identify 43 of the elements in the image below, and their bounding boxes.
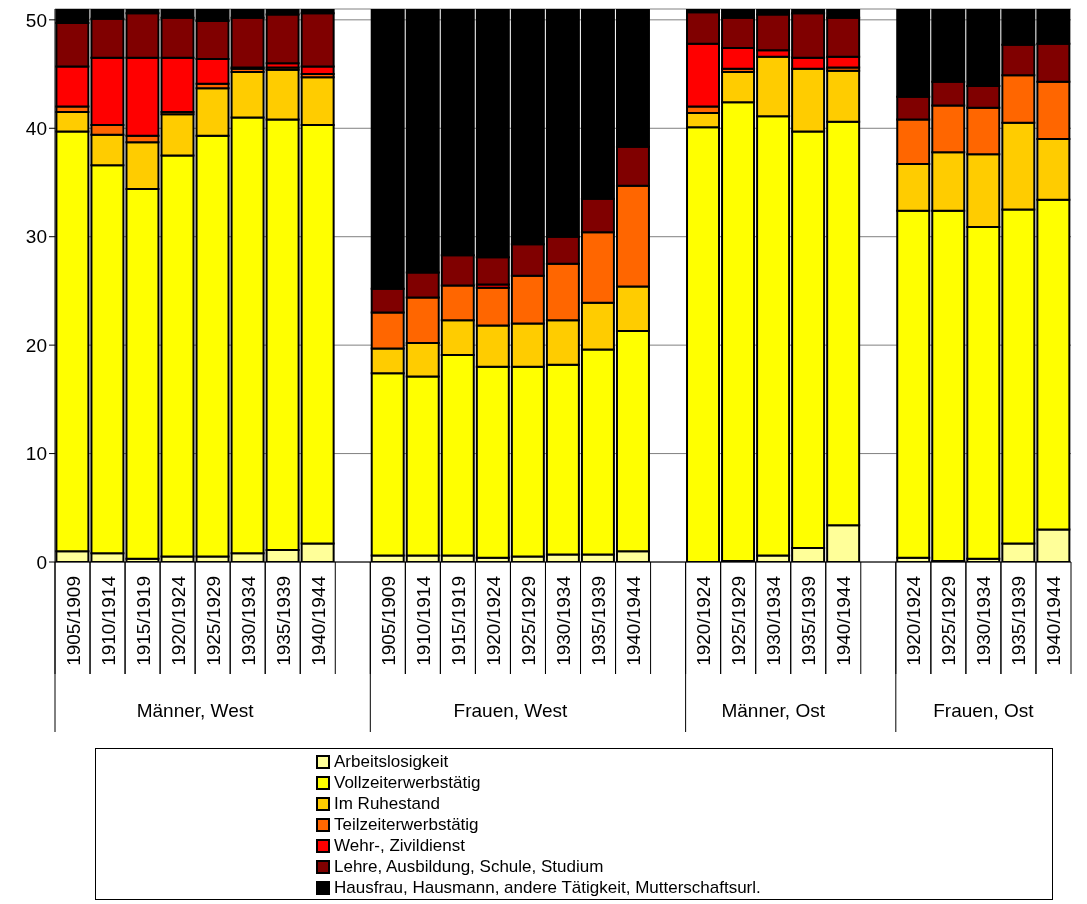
text: Männer, Ost (721, 700, 826, 721)
x-tick-label: 1935/1939 (1008, 576, 1030, 666)
x-tick-label: 1940/1944 (623, 575, 645, 666)
x-tick-label: 1910/1914 (97, 575, 119, 666)
text: Frauen, Ost (933, 700, 1035, 721)
y-tick-label: 0 (36, 551, 47, 573)
legend-label: Lehre, Ausbildung, Schule, Studium (334, 856, 604, 877)
legend-label: Arbeitslosigkeit (334, 751, 449, 772)
x-tick-label: 1920/1924 (903, 575, 925, 666)
x-tick-label: 1925/1929 (938, 576, 960, 666)
x-tick-label: 1940/1944 (833, 575, 855, 666)
x-tick-label: 1925/1929 (202, 576, 224, 666)
text: Männer, West (136, 700, 255, 721)
text: Frauen, West (453, 700, 569, 721)
x-tick-label: 1930/1934 (973, 575, 995, 666)
legend-label: Teilzeiterwerbstätig (334, 814, 479, 835)
x-tick-label: 1915/1919 (447, 576, 469, 666)
legend-label: Vollzeiterwerbstätig (334, 772, 481, 793)
x-tick-label: 1920/1924 (693, 575, 715, 666)
x-tick-label: 1935/1939 (798, 576, 820, 666)
y-tick-label: 30 (25, 226, 47, 248)
x-tick-label: 1930/1934 (553, 575, 574, 666)
x-tick-label: 1930/1934 (237, 575, 259, 666)
x-tick-label: 1935/1939 (588, 576, 610, 666)
y-tick-label: 40 (25, 118, 47, 140)
x-tick-label: 1925/1929 (728, 576, 750, 666)
legend-label: Wehr-, Zivildienst (334, 835, 465, 856)
legend-label: Hausfrau, Hausmann, andere Tätigkeit, Mutterschaftsurl. (334, 877, 761, 898)
x-tick-label: 1910/1914 (412, 575, 434, 666)
y-tick-label: 10 (25, 443, 47, 465)
x-tick-label: 1920/1924 (482, 575, 504, 666)
x-tick-label: 1940/1944 (1043, 575, 1065, 666)
x-tick-label: 1940/1944 (307, 575, 329, 666)
x-tick-label: 1905/1909 (62, 576, 84, 666)
x-tick-label: 1905/1909 (377, 576, 399, 666)
x-tick-label: 1930/1934 (763, 575, 785, 666)
y-tick-label: 50 (25, 9, 47, 31)
x-tick-label: 1915/1919 (132, 576, 154, 666)
y-tick-label: 20 (25, 334, 47, 356)
x-tick-label: 1920/1924 (167, 575, 189, 666)
x-tick-label: 1925/1929 (517, 576, 539, 666)
legend-label: Im Ruhestand (334, 793, 440, 814)
x-tick-label: 1935/1939 (272, 576, 294, 666)
